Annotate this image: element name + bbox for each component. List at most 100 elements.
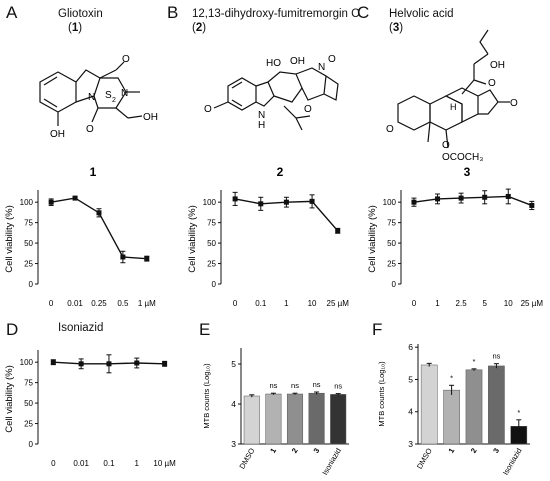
bar (443, 389, 460, 445)
compound-number-2: (2) (192, 22, 207, 34)
y-tick-label: 75 (24, 379, 33, 388)
data-point (283, 199, 289, 205)
mtb-bar-chart-f: 6 5 4 3 MTB counts (Log₁₀) DMSO * 1 * 2 ns 3 * Isonia… (377, 342, 530, 477)
y-tick-label: 50 (24, 239, 33, 248)
helvolic-h: H (450, 102, 457, 112)
series-line (51, 197, 147, 260)
fumitremorgin-n1: N (318, 62, 325, 73)
gliotoxin-o1: O (122, 54, 130, 65)
y-tick-label: 100 (203, 198, 217, 207)
mtb-bar-chart-e: 5 4 3 MTB counts (Log₁₀) DMSO ns 1 ns 2 ns 3 ns Ison… (202, 348, 349, 477)
chart-title: 3 (464, 165, 471, 179)
data-point (411, 199, 417, 205)
x-tick-label: 0.01 (67, 299, 83, 308)
x-tick-label: 10 (504, 299, 513, 308)
y-tick-label: 50 (24, 399, 33, 408)
panel-label-c: C (357, 3, 370, 22)
bar (465, 369, 483, 445)
series-line (413, 195, 533, 207)
significance-label: * (517, 408, 520, 417)
x-tick-label: Isoniazid (501, 447, 524, 477)
y-tick-label: 100 (20, 358, 34, 367)
helvolic-o1: O (488, 78, 496, 89)
data-point (72, 195, 78, 201)
panel-label-d: D (6, 320, 19, 339)
y-tick-label: 50 (207, 239, 216, 248)
x-tick-label: 5 (482, 299, 487, 308)
x-tick-label: 25 µM (327, 299, 350, 308)
data-point (258, 201, 264, 207)
significance-label: * (473, 357, 476, 366)
y-tick-label: 3 (231, 439, 236, 449)
fumitremorgin-ome: O (204, 104, 212, 115)
x-tick-label: 2 (290, 447, 300, 455)
panel-label-e: E (199, 320, 211, 339)
y-tick-label: 25 (24, 260, 33, 269)
helvolic-o3: O (442, 140, 450, 151)
y-axis-label: Cell viability (%) (4, 205, 15, 273)
x-tick-label: 3 (491, 447, 501, 455)
data-point (144, 256, 150, 262)
data-point (335, 228, 341, 234)
gliotoxin-s-sub: 2 (112, 97, 116, 104)
significance-label: * (450, 373, 453, 382)
gliotoxin-structure: O O N N S 2 OH OH (39, 54, 158, 140)
compound-name-helvolic-acid: Helvolic acid (389, 8, 454, 20)
x-tick-label: 1 (284, 299, 289, 308)
y-tick-label: 50 (387, 239, 396, 248)
y-axis-label: Cell viability (%) (187, 205, 198, 273)
compound-name-isoniazid: Isoniazid (58, 322, 104, 334)
compound-name-fumitremorgin: 12,13-dihydroxy-fumitremorgin C (192, 8, 360, 20)
fumitremorgin-o2: O (304, 104, 312, 115)
compound-number-3: (3) (389, 22, 404, 34)
data-point (50, 359, 56, 365)
fumitremorgin-nh-n: N (258, 110, 265, 121)
y-axis-label: Cell viability (%) (367, 205, 378, 273)
x-tick-label: 0 (233, 299, 238, 308)
y-tick-label: 100 (20, 198, 34, 207)
helvolic-o4: O (510, 98, 518, 109)
gliotoxin-o2: O (86, 124, 94, 135)
panel-label-f: F (372, 320, 383, 339)
y-tick-label: 0 (212, 280, 217, 289)
data-point (78, 361, 84, 367)
y-tick-label: 75 (387, 219, 396, 228)
significance-label: ns (269, 381, 277, 390)
panel-label-b: B (167, 3, 179, 22)
y-tick-label: 25 (387, 260, 396, 269)
y-tick-label: 25 (24, 420, 33, 429)
gliotoxin-oh1: OH (50, 129, 65, 140)
x-tick-label: 0.01 (73, 459, 89, 468)
x-tick-label: 0.5 (117, 299, 129, 308)
data-point (529, 202, 535, 208)
y-tick-label: 100 (383, 198, 397, 207)
significance-label: ns (313, 380, 321, 389)
x-tick-label: 1 (135, 459, 140, 468)
gliotoxin-n1: N (88, 92, 95, 103)
gliotoxin-s: S (105, 90, 112, 101)
gliotoxin-oh2: OH (143, 112, 158, 123)
x-tick-label: 10 µM (153, 459, 176, 468)
panel-label-a: A (6, 3, 18, 22)
data-point (435, 196, 441, 202)
fumitremorgin-ho: HO (266, 58, 281, 69)
bar (243, 395, 260, 445)
y-tick-label: 3 (408, 439, 413, 449)
data-point (134, 360, 140, 366)
y-tick-label: 4 (231, 399, 236, 409)
chart-title: 1 (90, 165, 97, 179)
bar (488, 365, 505, 445)
bar (330, 394, 347, 445)
y-tick-label: 4 (408, 407, 413, 417)
chart-title: 2 (277, 165, 284, 179)
y-tick-label: 5 (408, 374, 413, 384)
data-point (162, 361, 168, 367)
x-tick-label: 0.1 (255, 299, 267, 308)
y-tick-label: 0 (392, 280, 397, 289)
y-tick-label: 6 (408, 342, 413, 352)
x-tick-label: 2.5 (456, 299, 468, 308)
significance-label: ns (492, 352, 500, 361)
y-axis-label: MTB counts (Log₁₀) (377, 361, 386, 427)
x-tick-label: 10 (308, 299, 317, 308)
x-tick-label: DMSO (415, 446, 434, 470)
